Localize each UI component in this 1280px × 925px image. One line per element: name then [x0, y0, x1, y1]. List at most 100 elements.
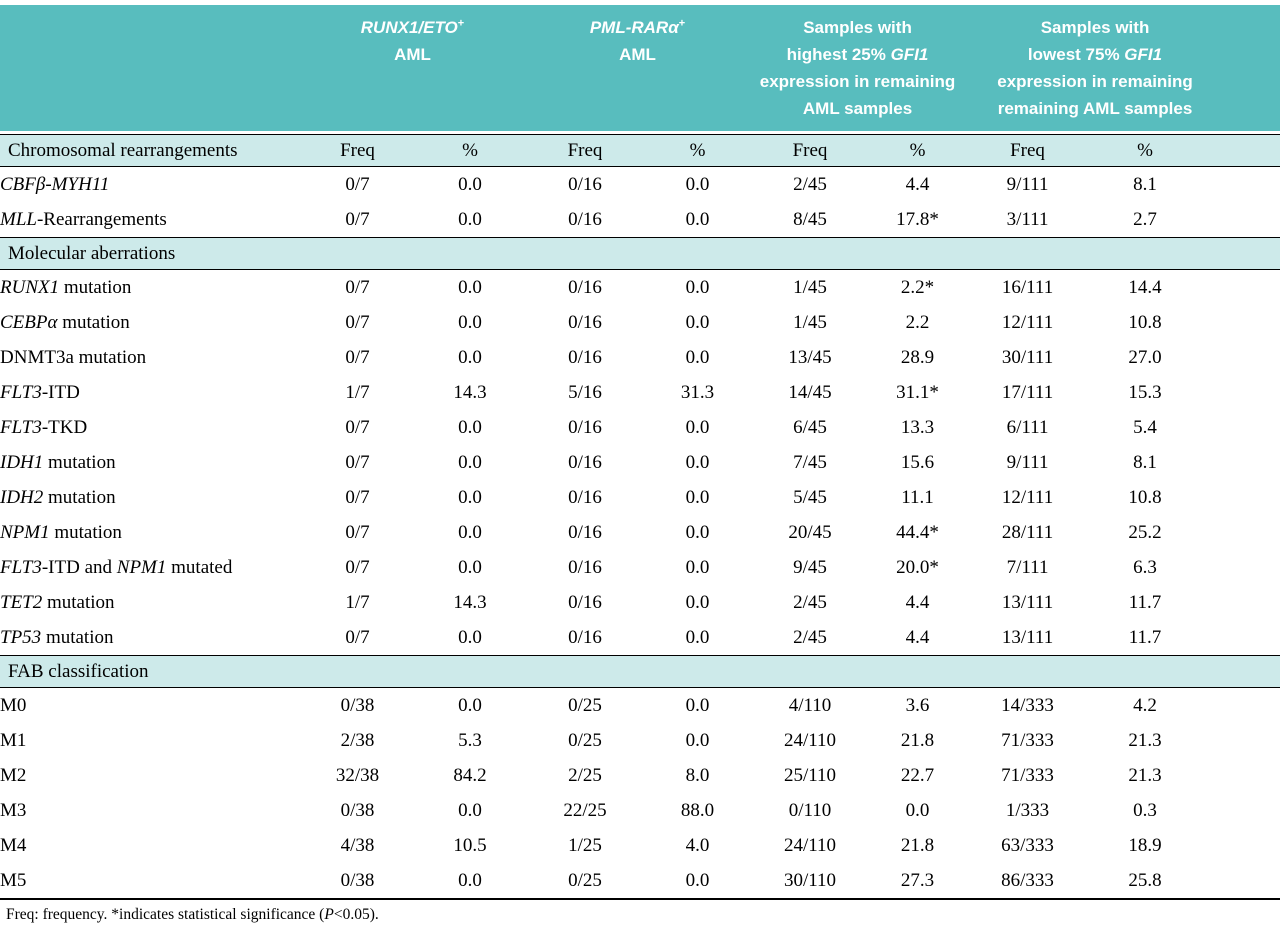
table-row: IDH1 mutation 0/7 0.0 0/16 0.0 7/45 15.6 9/111 8…	[0, 445, 1280, 480]
value-cell: 0/16	[525, 202, 645, 237]
value-cell: 0/38	[300, 793, 415, 828]
value-cell: 0/16	[525, 620, 645, 655]
row-label: TET2 mutation	[0, 585, 300, 620]
value-cell: 0/16	[525, 270, 645, 305]
row-label: CBFβ-MYH11	[0, 167, 300, 202]
value-cell: 0.0	[645, 585, 751, 620]
value-cell: 2/45	[750, 167, 871, 202]
value-cell: 1/25	[525, 828, 645, 863]
value-cell: 21.8	[870, 723, 966, 758]
value-cell: 2/25	[525, 758, 645, 793]
value-cell: 25.2	[1090, 515, 1280, 550]
value-cell: 18.9	[1090, 828, 1280, 863]
value-cell: 0/16	[525, 445, 645, 480]
value-cell: 20/45	[750, 515, 871, 550]
value-cell: 0/7	[300, 202, 415, 237]
value-cell: 13.3	[870, 410, 966, 445]
value-cell: 0.0	[415, 480, 525, 515]
column-subheader: %	[645, 134, 751, 167]
value-cell: 1/7	[300, 585, 415, 620]
value-cell: 0/7	[300, 167, 415, 202]
table-row: FLT3-TKD 0/7 0.0 0/16 0.0 6/45 13.3 6/111 5.4	[0, 410, 1280, 445]
value-cell: 21.3	[1090, 723, 1280, 758]
value-cell: 4.2	[1090, 688, 1280, 723]
row-label: M3	[0, 793, 300, 828]
table-row: TET2 mutation 1/7 14.3 0/16 0.0 2/45 4.4 13/111…	[0, 585, 1280, 620]
value-cell: 31.3	[645, 375, 751, 410]
value-cell: 0.0	[645, 863, 751, 900]
value-cell: 0.0	[415, 793, 525, 828]
value-cell: 13/111	[965, 620, 1091, 655]
row-label: TP53 mutation	[0, 620, 300, 655]
value-cell: 16/111	[965, 270, 1091, 305]
value-cell: 0/7	[300, 410, 415, 445]
value-cell: 86/333	[965, 863, 1091, 900]
column-subheader: %	[870, 134, 966, 167]
value-cell: 0/38	[300, 863, 415, 900]
value-cell: 3/111	[965, 202, 1091, 237]
value-cell: 31.1*	[870, 375, 966, 410]
value-cell: 0/16	[525, 167, 645, 202]
value-cell: 24/110	[750, 828, 871, 863]
value-cell: 0.0	[645, 620, 751, 655]
row-label: RUNX1 mutation	[0, 270, 300, 305]
aml-characteristics-table: RUNX1/ETO+ AML PML-RARα+ AML Samples wit…	[0, 5, 1280, 900]
header-group-pml-rara: PML-RARα+ AML	[525, 5, 751, 134]
value-cell: 14.3	[415, 585, 525, 620]
value-cell: 0.0	[415, 620, 525, 655]
value-cell: 0.0	[645, 410, 751, 445]
value-cell: 1/45	[750, 270, 871, 305]
table-row: M4 4/38 10.5 1/25 4.0 24/110 21.8 63/333 18.9	[0, 828, 1280, 863]
table-row: FLT3-ITD 1/7 14.3 5/16 31.3 14/45 31.1* 17/111 1…	[0, 375, 1280, 410]
value-cell: 0/16	[525, 550, 645, 585]
value-cell: 13/45	[750, 340, 871, 375]
section-header-row: FAB classification	[0, 655, 1280, 688]
table-row: M2 32/38 84.2 2/25 8.0 25/110 22.7 71/333 21.3	[0, 758, 1280, 793]
row-label: M2	[0, 758, 300, 793]
row-label: M0	[0, 688, 300, 723]
value-cell: 0/7	[300, 305, 415, 340]
value-cell: 0.0	[645, 305, 751, 340]
value-cell: 6.3	[1090, 550, 1280, 585]
value-cell: 8.1	[1090, 167, 1280, 202]
value-cell: 6/111	[965, 410, 1091, 445]
value-cell: 8/45	[750, 202, 871, 237]
value-cell: 11.1	[870, 480, 966, 515]
value-cell: 0/38	[300, 688, 415, 723]
value-cell: 14.4	[1090, 270, 1280, 305]
value-cell: 0/7	[300, 620, 415, 655]
section-header-row: Chromosomal rearrangements Freq% Freq% Freq…	[0, 134, 1280, 167]
value-cell: 22/25	[525, 793, 645, 828]
value-cell: 12/111	[965, 305, 1091, 340]
value-cell: 27.0	[1090, 340, 1280, 375]
column-subheader: %	[415, 134, 525, 167]
value-cell: 0/7	[300, 515, 415, 550]
row-label: FLT3-ITD and NPM1 mutated	[0, 550, 300, 585]
column-subheader: Freq	[300, 134, 415, 167]
value-cell: 0.0	[415, 445, 525, 480]
table-row: CBFβ-MYH11 0/7 0.0 0/16 0.0 2/45 4.4 9/111 8.1	[0, 167, 1280, 202]
value-cell: 15.3	[1090, 375, 1280, 410]
value-cell: 9/111	[965, 167, 1091, 202]
value-cell: 0/16	[525, 305, 645, 340]
value-cell: 2.2*	[870, 270, 966, 305]
header-group-label: RUNX1/ETO+ AML	[360, 17, 465, 64]
header-group-label: Samples with lowest 75% GFI1 expression …	[997, 18, 1193, 118]
value-cell: 84.2	[415, 758, 525, 793]
value-cell: 30/111	[965, 340, 1091, 375]
value-cell: 11.7	[1090, 585, 1280, 620]
table-row: MLL-Rearrangements 0/7 0.0 0/16 0.0 8/45 17.8*…	[0, 202, 1280, 237]
value-cell: 1/333	[965, 793, 1091, 828]
column-subheader: Freq	[750, 134, 871, 167]
column-subheader: Freq	[965, 134, 1091, 167]
table-row: DNMT3a mutation 0/7 0.0 0/16 0.0 13/45 28.9 30/…	[0, 340, 1280, 375]
value-cell: 1/45	[750, 305, 871, 340]
value-cell: 0/7	[300, 480, 415, 515]
table-row: FLT3-ITD and NPM1 mutated 0/7 0.0 0/16 0.0 9/…	[0, 550, 1280, 585]
row-label: NPM1 mutation	[0, 515, 300, 550]
value-cell: 11.7	[1090, 620, 1280, 655]
value-cell: 0.3	[1090, 793, 1280, 828]
value-cell: 0.0	[645, 688, 751, 723]
value-cell: 14/45	[750, 375, 871, 410]
